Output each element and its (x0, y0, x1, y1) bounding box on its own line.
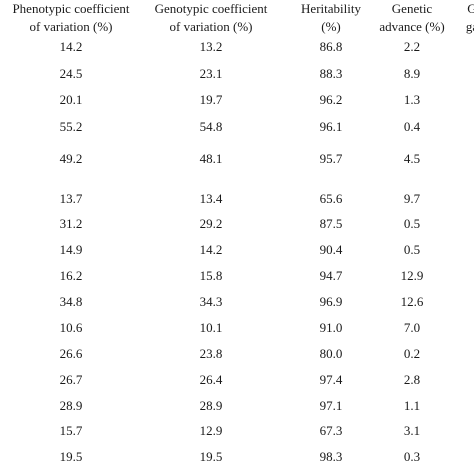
table-cell: 15.7 (60, 423, 83, 438)
table-cell: 8.9 (404, 66, 420, 81)
table-cell: 4.5 (404, 151, 420, 166)
table-cell: 54.8 (200, 119, 223, 134)
table-cell: 65.6 (320, 191, 343, 206)
table-cell: 13.2 (200, 39, 223, 54)
table-cell: 3.1 (404, 423, 420, 438)
table-cell: 0.2 (404, 346, 420, 361)
table-cell: 91.0 (320, 320, 343, 335)
table-cell: 9.7 (404, 191, 421, 206)
table-cell: 1.3 (404, 92, 420, 107)
table-cell: 97.1 (320, 398, 343, 413)
column-header: of variation (%) (29, 19, 112, 34)
table-cell: 31.2 (60, 216, 83, 231)
table-cell: 19.5 (60, 449, 83, 464)
table-cell: 13.7 (60, 191, 83, 206)
table-cell: 19.5 (200, 449, 223, 464)
table-cell: 34.8 (60, 294, 83, 309)
column-header: Phenotypic coefficient (12, 1, 129, 16)
table-cell: 26.6 (60, 346, 83, 361)
table-cell: 23.1 (200, 66, 223, 81)
table-cell: 55.2 (60, 119, 83, 134)
column-header: Heritability (301, 1, 361, 16)
table-cell: 80.0 (320, 346, 343, 361)
table-cell: 0.5 (404, 216, 420, 231)
table-cell: 2.8 (404, 372, 420, 387)
table-cell: 12.9 (401, 268, 424, 283)
table-cell: 1.1 (404, 398, 420, 413)
table-cell: 12.6 (401, 294, 424, 309)
column-header: Genotypic coefficient (155, 1, 268, 16)
table-cell: 94.7 (320, 268, 343, 283)
table-cell: 86.8 (320, 39, 343, 54)
table-cell: 97.4 (320, 372, 343, 387)
table-cell: 90.4 (320, 242, 343, 257)
table-cell: 2.2 (404, 39, 420, 54)
table-cell: 19.7 (200, 92, 223, 107)
table-cell: 87.5 (320, 216, 343, 231)
table-cell: 20.1 (60, 92, 83, 107)
table-cell: 49.2 (60, 151, 83, 166)
table-cell: 0.4 (404, 119, 421, 134)
table-cell: 26.4 (200, 372, 223, 387)
column-header: ga (466, 19, 474, 34)
table-cell: 16.2 (60, 268, 83, 283)
table-cell: 14.2 (200, 242, 223, 257)
column-header: advance (%) (379, 19, 444, 34)
table-cell: 34.3 (200, 294, 223, 309)
table-cell: 28.9 (200, 398, 223, 413)
table-cell: 96.2 (320, 92, 343, 107)
table-cell: 88.3 (320, 66, 343, 81)
table-cell: 67.3 (320, 423, 343, 438)
table-cell: 14.9 (60, 242, 83, 257)
table-cell: 26.7 (60, 372, 83, 387)
table-cell: 28.9 (60, 398, 83, 413)
table-cell: 98.3 (320, 449, 343, 464)
table-cell: 10.6 (60, 320, 83, 335)
table-cell: 7.0 (404, 320, 420, 335)
table-cell: 13.4 (200, 191, 223, 206)
table-cell: 48.1 (200, 151, 223, 166)
table-cell: 0.5 (404, 242, 420, 257)
table-cell: 29.2 (200, 216, 223, 231)
column-header: (%) (321, 19, 341, 34)
table-cell: 24.5 (60, 66, 83, 81)
table-cell: 95.7 (320, 151, 343, 166)
table-cell: 96.9 (320, 294, 343, 309)
column-header: of variation (%) (169, 19, 252, 34)
column-header: G (467, 1, 474, 16)
table-cell: 10.1 (200, 320, 223, 335)
table-cell: 15.8 (200, 268, 223, 283)
column-header: Genetic (392, 1, 433, 16)
table-cell: 12.9 (200, 423, 223, 438)
table-cell: 23.8 (200, 346, 223, 361)
table-cell: 0.3 (404, 449, 420, 464)
table-cell: 96.1 (320, 119, 343, 134)
table-cell: 14.2 (60, 39, 83, 54)
